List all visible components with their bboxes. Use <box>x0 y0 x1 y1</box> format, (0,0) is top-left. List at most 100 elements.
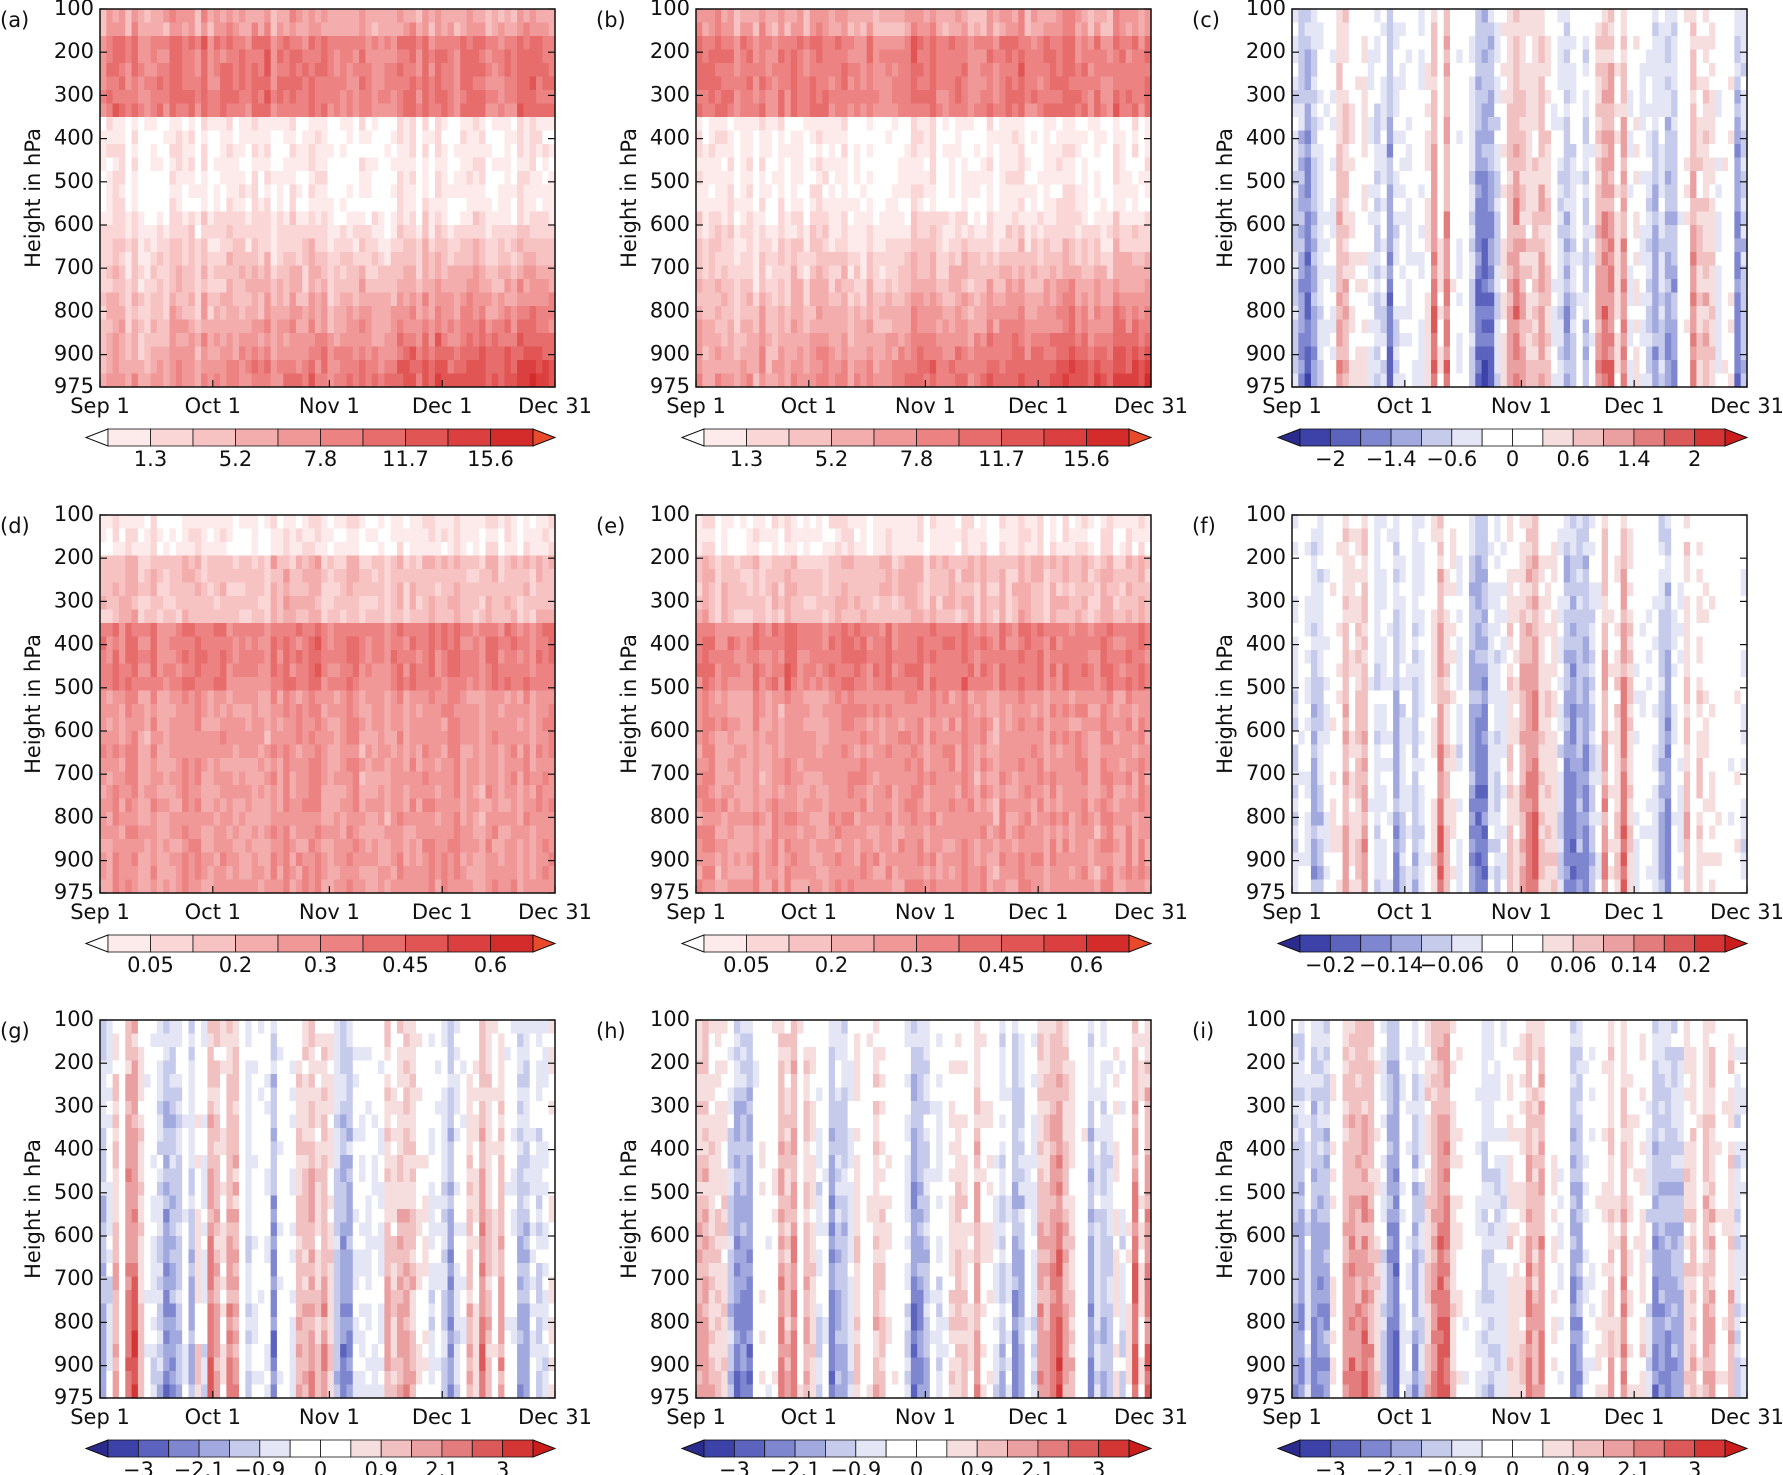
field-cell <box>809 36 817 51</box>
field-cell <box>384 63 392 78</box>
field-cell <box>365 346 373 361</box>
field-cell <box>936 306 944 321</box>
field-cell <box>1367 90 1375 105</box>
field-cell <box>1380 63 1388 78</box>
field-cell <box>327 360 335 375</box>
field-cell <box>491 130 499 145</box>
field-cell <box>1595 90 1603 105</box>
field-cell <box>156 198 164 213</box>
field-cell <box>460 279 468 294</box>
field-cell <box>447 252 455 267</box>
field-cell <box>1049 238 1057 253</box>
field-cell <box>1595 117 1603 132</box>
field-cell <box>1081 171 1089 186</box>
field-cell <box>510 117 518 132</box>
field-cell <box>371 117 379 132</box>
field-cell <box>942 319 950 334</box>
field-cell <box>1011 117 1019 132</box>
field-cell <box>1393 144 1401 159</box>
field-cell <box>1348 49 1356 64</box>
field-cell <box>548 306 556 321</box>
field-cell <box>182 76 190 91</box>
field-cell <box>696 63 703 78</box>
field-cell <box>1049 144 1057 159</box>
field-cell <box>472 49 480 64</box>
field-cell <box>1081 292 1089 307</box>
field-cell <box>1582 49 1590 64</box>
field-cell <box>790 333 798 348</box>
field-cell <box>510 373 518 388</box>
field-cell <box>1087 144 1095 159</box>
field-cell <box>740 144 748 159</box>
field-cell <box>1386 130 1394 145</box>
field-cell <box>1138 130 1146 145</box>
field-cell <box>1298 9 1306 24</box>
field-cell <box>510 211 518 226</box>
field-cell <box>866 90 874 105</box>
field-cell <box>765 333 773 348</box>
field-cell <box>771 49 779 64</box>
field-cell <box>220 306 227 321</box>
field-cell <box>1696 22 1704 37</box>
field-cell <box>163 252 171 267</box>
field-cell <box>378 373 385 388</box>
field-cell <box>1728 90 1735 105</box>
field-cell <box>1062 252 1070 267</box>
field-cell <box>1589 63 1596 78</box>
field-cell <box>866 373 874 388</box>
field-cell <box>1075 346 1083 361</box>
field-cell <box>1100 265 1108 280</box>
field-cell <box>1449 22 1457 37</box>
field-cell <box>1106 225 1114 240</box>
x-tick-label: Nov 1 <box>895 394 956 418</box>
field-cell <box>144 184 152 199</box>
field-cell <box>1468 144 1476 159</box>
field-cell <box>333 333 341 348</box>
field-cell <box>879 360 887 375</box>
field-cell <box>980 9 988 24</box>
field-cell <box>118 346 126 361</box>
field-cell <box>264 76 272 91</box>
field-cell <box>270 225 278 240</box>
field-cell <box>289 346 297 361</box>
field-cell <box>194 22 202 37</box>
field-cell <box>816 225 823 240</box>
field-cell <box>771 184 779 199</box>
field-cell <box>746 279 754 294</box>
field-cell <box>415 373 423 388</box>
field-cell <box>415 76 423 91</box>
field-cell <box>1037 157 1045 172</box>
field-cell <box>955 279 963 294</box>
field-cell <box>397 36 404 51</box>
field-cell <box>150 103 158 118</box>
field-cell <box>797 346 805 361</box>
field-cell <box>479 306 487 321</box>
field-cell <box>239 238 246 253</box>
field-cell <box>194 292 202 307</box>
field-cell <box>1075 144 1083 159</box>
field-cell <box>548 144 556 159</box>
field-cell <box>1068 103 1076 118</box>
field-cell <box>1043 306 1051 321</box>
field-cell <box>220 319 227 334</box>
y-tick-label: 700 <box>650 255 690 279</box>
field-cell <box>790 76 798 91</box>
field-cell <box>1018 76 1026 91</box>
field-cell <box>163 76 171 91</box>
field-cell <box>472 90 480 105</box>
field-cell <box>498 49 506 64</box>
field-cell <box>1645 144 1653 159</box>
field-cell <box>517 211 525 226</box>
field-cell <box>194 225 202 240</box>
field-cell <box>409 360 417 375</box>
field-cell <box>1018 333 1026 348</box>
field-cell <box>1043 22 1051 37</box>
field-cell <box>327 346 335 361</box>
field-cell <box>333 292 341 307</box>
field-cell <box>485 130 493 145</box>
field-cell <box>1740 90 1748 105</box>
field-cell <box>1690 9 1698 24</box>
field-cell <box>740 90 748 105</box>
field-cell <box>529 63 537 78</box>
field-cell <box>257 157 265 172</box>
